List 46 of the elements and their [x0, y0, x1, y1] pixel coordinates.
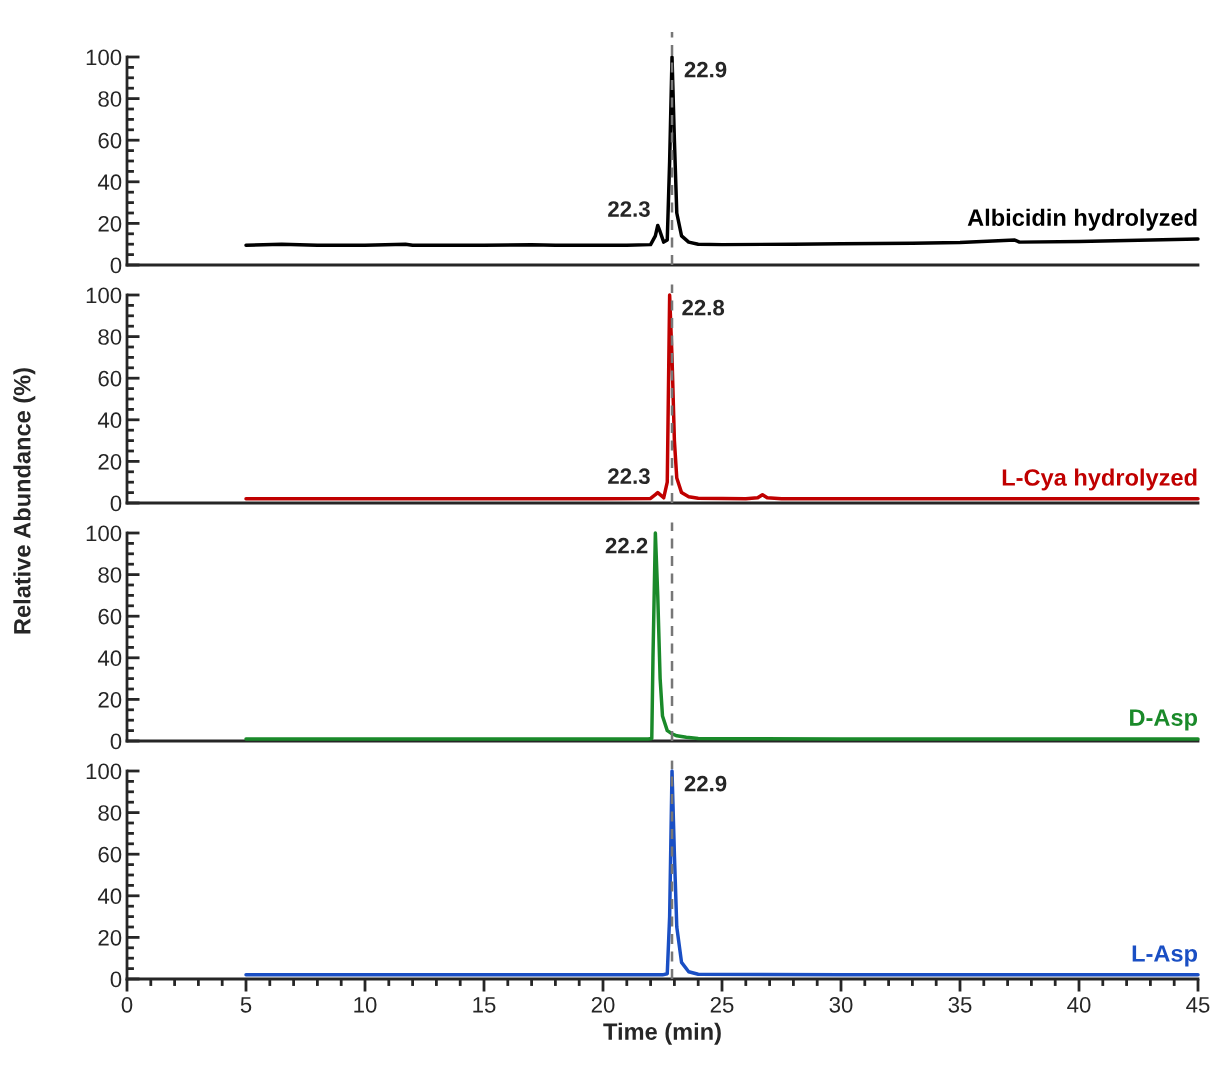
annotation: 22.2	[605, 537, 648, 554]
y-tick-label: 100	[86, 287, 122, 304]
y-tick-label: 100	[86, 763, 122, 780]
annotation: 22.3	[608, 201, 650, 217]
series-label: Albicidin hydrolyzed	[967, 208, 1197, 231]
x-tick-label: 30	[829, 996, 853, 1013]
y-tick-label: 60	[98, 370, 122, 387]
series-label: L-Cya hydrolyzed	[1002, 468, 1197, 491]
x-tick-label: 25	[710, 996, 734, 1013]
x-tick-label: 10	[354, 996, 377, 1013]
y-tick-label: 60	[98, 846, 122, 863]
series-label: D-Asp	[1130, 709, 1198, 731]
y-tick-label: 0	[110, 495, 122, 512]
y-tick-label: 40	[97, 412, 122, 429]
y-tick-label: 100	[86, 49, 122, 66]
y-tick-label: 80	[98, 567, 122, 583]
annotation: 22.8	[682, 299, 725, 316]
x-axis-title: Time (min)	[603, 1022, 721, 1045]
x-tick-label: 40	[1067, 996, 1091, 1013]
y-tick-label: 40	[97, 888, 122, 905]
x-tick-label: 15	[473, 997, 496, 1013]
series-label: L-Asp	[1132, 945, 1198, 967]
y-tick-label: 20	[98, 929, 122, 946]
y-tick-label: 80	[98, 91, 122, 107]
y-tick-label: 60	[98, 132, 122, 149]
x-tick-label: 35	[948, 996, 972, 1013]
y-tick-label: 0	[110, 257, 122, 274]
y-tick-label: 0	[110, 971, 122, 988]
x-tick-label: 20	[591, 996, 615, 1013]
y-tick-label: 100	[86, 525, 122, 542]
y-tick-label: 60	[98, 608, 122, 625]
y-tick-label: 40	[97, 650, 122, 667]
x-tick-label: 5	[240, 997, 252, 1013]
annotation: 22.9	[684, 775, 727, 792]
x-tick-label: 45	[1186, 997, 1210, 1013]
annotation: 22.3	[608, 468, 650, 485]
y-tick-label: 20	[98, 691, 122, 708]
y-tick-label: 80	[98, 329, 122, 345]
y-tick-label: 40	[97, 174, 122, 191]
y-tick-label: 20	[98, 215, 122, 232]
annotation: 22.9	[684, 61, 727, 78]
y-axis-title: Relative Abundance (%)	[13, 368, 36, 634]
y-tick-label: 0	[110, 733, 122, 750]
y-tick-label: 20	[98, 453, 122, 470]
x-tick-label: 0	[121, 996, 133, 1013]
y-tick-label: 80	[98, 805, 122, 821]
